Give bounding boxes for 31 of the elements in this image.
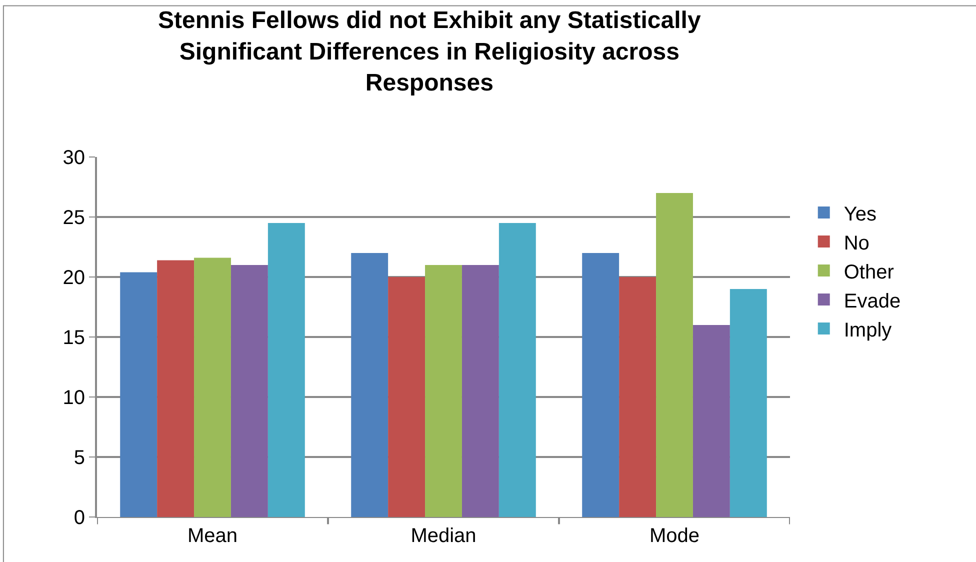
bar [230, 265, 268, 517]
x-tick-label: Median [410, 525, 476, 547]
y-tick-label: 0 [74, 507, 85, 529]
bar [619, 277, 656, 517]
x-tick-label: Mode [649, 525, 700, 547]
bar [498, 223, 536, 517]
bar [425, 265, 462, 517]
chart-title: Stennis Fellows did not Exhibit any Statistically Significant Differences in Religiosity across Responses [158, 7, 702, 96]
bar [692, 325, 730, 517]
legend-label: Evade [844, 290, 901, 312]
legend-label: Other [844, 261, 894, 284]
legend-label: No [844, 232, 870, 254]
bar [268, 223, 305, 517]
y-tick-label: 25 [62, 207, 85, 229]
bar [582, 253, 620, 517]
bar [656, 193, 693, 517]
y-tick-label: 10 [62, 387, 85, 409]
y-tick-label: 20 [62, 267, 85, 289]
legend-label: Imply [844, 319, 892, 342]
bar [194, 258, 231, 517]
bar [351, 253, 388, 517]
y-tick-label: 30 [62, 147, 85, 169]
legend-label: Yes [844, 203, 876, 226]
bar [730, 289, 767, 517]
bar [388, 277, 426, 517]
bar [120, 272, 158, 517]
bar [462, 265, 499, 517]
y-tick-label: 15 [62, 327, 85, 349]
y-tick-label: 5 [74, 447, 85, 469]
x-tick-label: Mean [187, 525, 238, 547]
bar [157, 260, 194, 517]
